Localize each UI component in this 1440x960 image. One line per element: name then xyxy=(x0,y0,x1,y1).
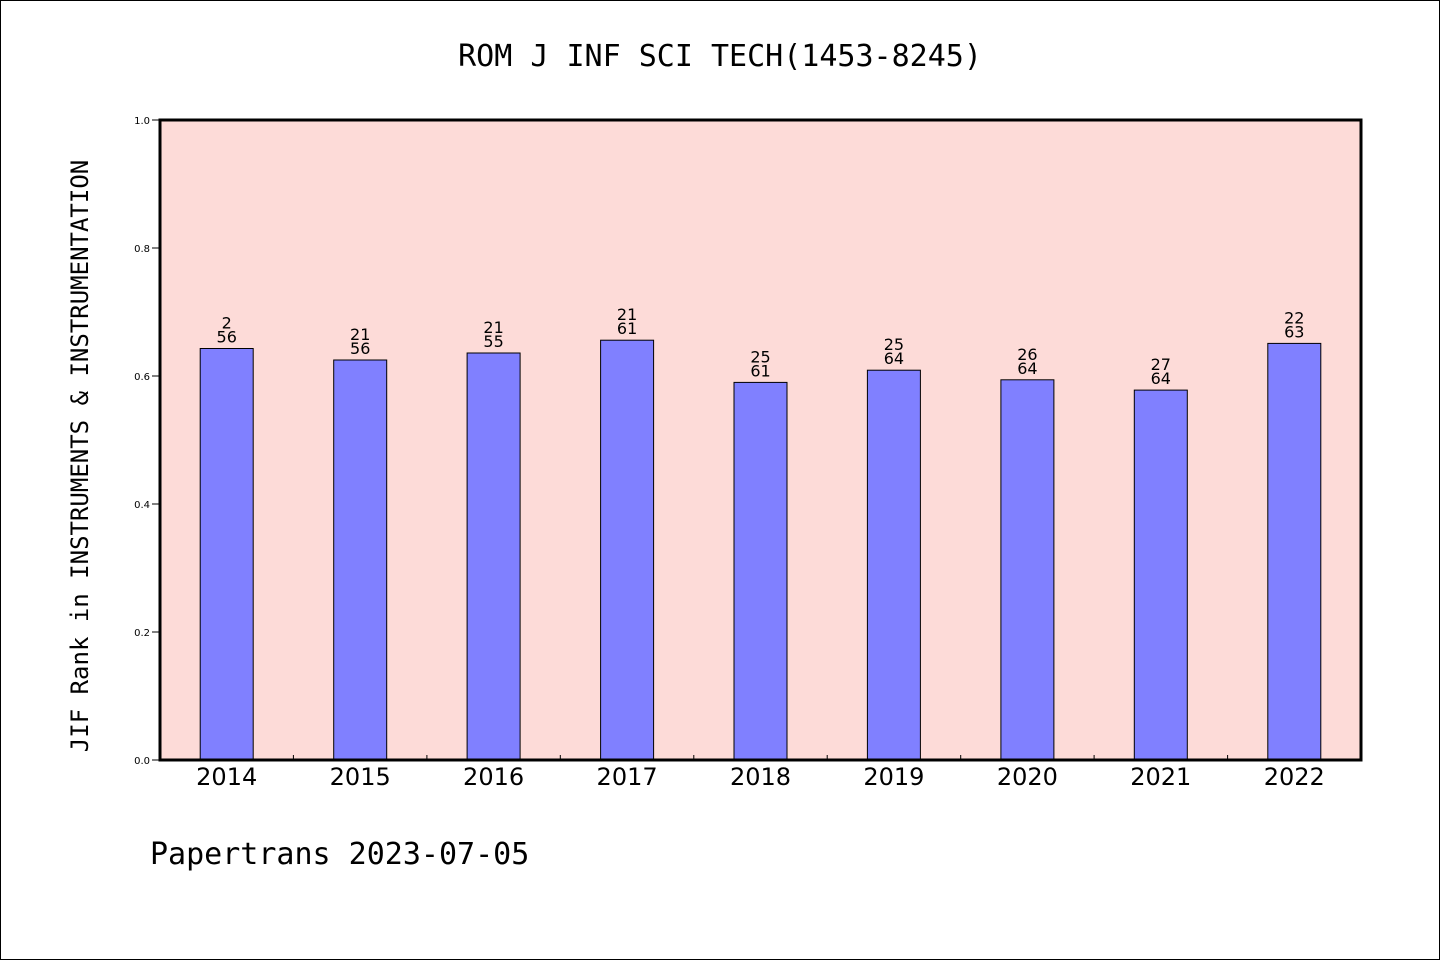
data-label-rank: 2 xyxy=(222,314,232,333)
y-tick-label: 0.8 xyxy=(134,244,150,255)
x-tick-label: 2019 xyxy=(863,763,924,791)
data-label-total: 61 xyxy=(750,361,770,380)
data-label-total: 55 xyxy=(483,332,503,351)
data-label-rank: 22 xyxy=(1284,308,1304,327)
chart-title: ROM J INF SCI TECH(1453-8245) xyxy=(458,39,982,74)
axes-layer: 2014 2015 2016 2017 2018 2019 2020 2021 2022 0.0 0… xyxy=(134,116,1325,791)
x-tick-label: 2014 xyxy=(196,763,257,791)
x-tick-label: 2016 xyxy=(463,763,524,791)
data-label-rank: 26 xyxy=(1017,345,1037,364)
data-label-total: 63 xyxy=(1284,322,1304,341)
data-label-rank: 25 xyxy=(884,335,904,354)
x-tick-label: 2015 xyxy=(330,763,391,791)
y-tick-label: 0.0 xyxy=(134,756,150,767)
bar-2017 xyxy=(600,339,655,761)
bar-2015 xyxy=(333,359,388,761)
y-tick-label: 0.4 xyxy=(134,500,150,511)
x-tick-label: 2020 xyxy=(997,763,1058,791)
data-label-rank: 25 xyxy=(750,347,770,366)
data-label-rank: 27 xyxy=(1151,355,1171,374)
bar-2019 xyxy=(866,369,921,761)
bar-2018 xyxy=(733,381,788,761)
data-label-total: 56 xyxy=(350,339,370,358)
x-tick-label: 2021 xyxy=(1130,763,1191,791)
y-axis-label: JIF Rank in INSTRUMENTS & INSTRUMENTATIO… xyxy=(66,160,94,752)
x-tick-label: 2017 xyxy=(597,763,658,791)
data-label-rank: 21 xyxy=(483,318,503,337)
y-tick-label: 0.2 xyxy=(134,628,150,639)
footer-text: Papertrans 2023-07-05 xyxy=(150,837,529,872)
y-tick-label: 0.6 xyxy=(134,372,150,383)
bar-2021 xyxy=(1133,389,1188,761)
data-label-total: 61 xyxy=(617,319,637,338)
plot-border xyxy=(158,118,1363,762)
data-label-total: 56 xyxy=(217,328,237,347)
x-tick-label: 2022 xyxy=(1264,763,1325,791)
data-label-rank: 21 xyxy=(350,325,370,344)
x-tick-label: 2018 xyxy=(730,763,791,791)
data-label-total: 64 xyxy=(884,349,904,368)
bar-2016 xyxy=(466,352,521,761)
data-label-total: 64 xyxy=(1151,369,1171,388)
bar-2020 xyxy=(1000,379,1055,761)
bar-2014 xyxy=(199,348,254,761)
y-tick-label: 1.0 xyxy=(134,116,150,127)
bar-2022 xyxy=(1267,342,1322,761)
data-label-total: 64 xyxy=(1017,359,1037,378)
data-label-rank: 21 xyxy=(617,305,637,324)
